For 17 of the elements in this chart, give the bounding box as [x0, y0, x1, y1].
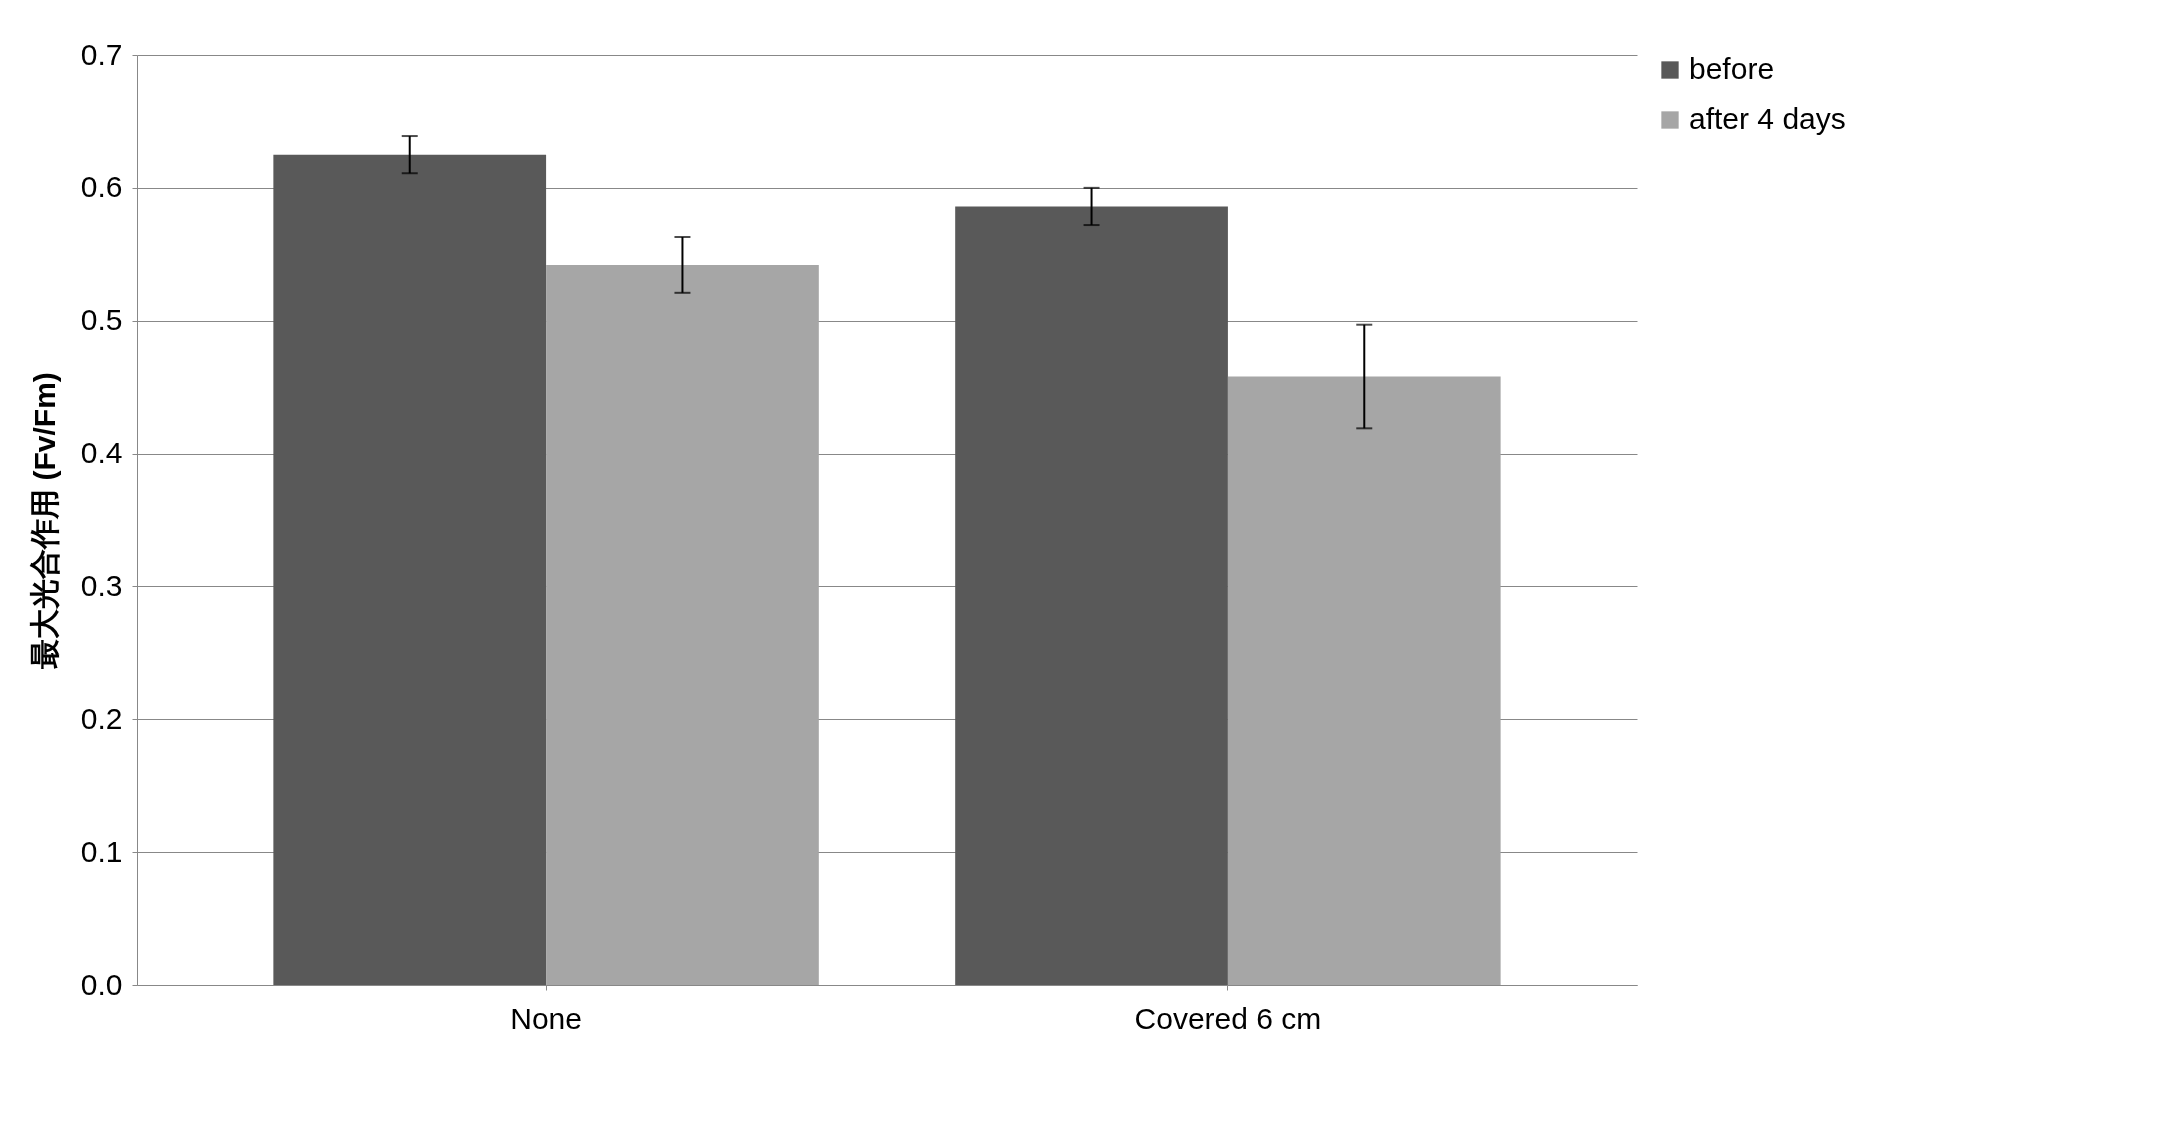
y-tick-label: 0.0 — [80, 967, 123, 1001]
y-tick-label: 0.1 — [80, 834, 123, 868]
y-tick-label: 0.2 — [80, 701, 123, 735]
y-tick-label: 0.4 — [80, 436, 123, 470]
y-tick-label: 0.6 — [80, 170, 123, 204]
y-axis-title: 最大光合作用 (Fv/Fm) — [27, 372, 61, 669]
bar — [1227, 376, 1501, 985]
legend-label: before — [1689, 52, 1775, 85]
x-tick-label: Covered 6 cm — [1134, 1001, 1322, 1035]
bar — [955, 206, 1228, 985]
bar — [273, 154, 547, 985]
bar — [546, 264, 819, 985]
y-tick-label: 0.7 — [80, 37, 123, 71]
y-tick-label: 0.3 — [80, 568, 123, 602]
y-tick-label: 0.5 — [80, 303, 123, 337]
legend-label: after 4 days — [1689, 102, 1846, 135]
x-tick-label: None — [510, 1001, 582, 1035]
